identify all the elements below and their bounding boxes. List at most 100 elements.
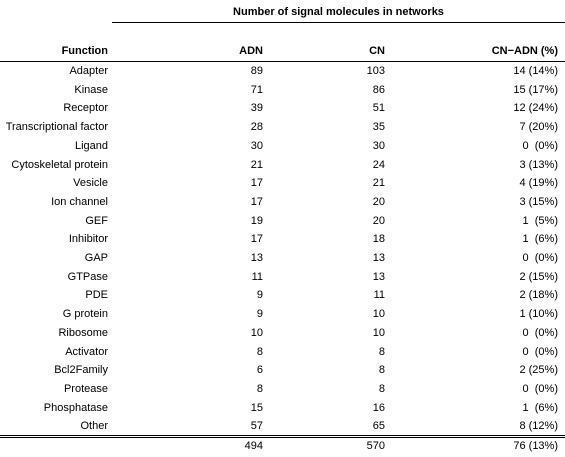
cell-diff: 1 (5%) <box>522 214 558 227</box>
cell-diff: 0 (0%) <box>522 345 558 358</box>
cell-diff: 0 (0%) <box>522 252 558 264</box>
cell-adn: 21 <box>250 158 263 171</box>
cell-cn: 30 <box>372 139 385 152</box>
cell-cn: 103 <box>366 65 385 77</box>
cell-function: Other <box>80 420 108 433</box>
cell-function: Ribosome <box>58 326 108 339</box>
table-row: Cytoskeletal protein 21 24 3 (13%) <box>0 156 565 174</box>
cell-cn: 8 <box>378 382 385 395</box>
table-row: G protein 9 10 1 (10%) <box>0 305 565 323</box>
cell-cn: 10 <box>372 308 385 321</box>
cell-cn: 8 <box>378 364 385 377</box>
cell-function: Bcl2Family <box>54 364 108 377</box>
cell-function: Activator <box>65 345 108 358</box>
table-row: Ligand 30 30 0 (0%) <box>0 137 565 155</box>
cell-cn: 20 <box>372 195 385 208</box>
cell-function: G protein <box>62 308 108 321</box>
cell-cn: 18 <box>372 233 385 246</box>
cell-adn: 17 <box>250 177 263 190</box>
table-row: Inhibitor 17 18 1 (6%) <box>0 230 565 248</box>
table-row: GTPase 11 13 2 (15%) <box>0 268 565 286</box>
cell-diff: 12 (24%) <box>513 102 558 115</box>
header-diff: CN−ADN (%) <box>491 45 558 57</box>
cell-cn: 21 <box>372 177 385 190</box>
cell-cn: 86 <box>372 83 385 96</box>
cell-adn: 15 <box>250 401 263 414</box>
cell-adn: 13 <box>250 252 263 264</box>
cell-diff: 14 (14%) <box>513 65 558 77</box>
cell-diff: 4 (19%) <box>519 177 558 190</box>
cell-diff: 1 (6%) <box>522 401 558 414</box>
cell-diff: 2 (15%) <box>519 270 558 283</box>
table-row: Adapter 89 103 14 (14%) <box>0 62 565 80</box>
cell-adn: 8 <box>256 382 263 395</box>
cell-diff: 0 (0%) <box>522 139 558 152</box>
cell-diff: 7 (20%) <box>519 121 558 134</box>
total-row: 494 570 76 (13%) <box>0 437 565 455</box>
cell-diff: 1 (10%) <box>519 308 558 321</box>
cell-diff: 8 (12%) <box>519 420 558 433</box>
table-row: PDE 9 11 2 (18%) <box>0 286 565 304</box>
cell-adn: 17 <box>250 195 263 208</box>
cell-adn: 19 <box>250 214 263 227</box>
cell-cn: 8 <box>378 345 385 358</box>
table-row: GAP 13 13 0 (0%) <box>0 249 565 267</box>
cell-cn: 11 <box>373 289 385 302</box>
cell-cn: 20 <box>372 214 385 227</box>
cell-adn: 6 <box>256 364 263 377</box>
header-function: Function <box>61 45 108 57</box>
cell-function: Vesicle <box>73 177 108 190</box>
cell-function: Adapter <box>69 65 108 77</box>
cell-function: Kinase <box>74 83 108 96</box>
cell-cn: 13 <box>372 252 385 264</box>
table-row: GEF 19 20 1 (5%) <box>0 212 565 230</box>
total-adn: 494 <box>244 440 263 452</box>
cell-adn: 28 <box>250 121 263 134</box>
cell-function: Cytoskeletal protein <box>11 158 108 171</box>
cell-diff: 0 (0%) <box>522 382 558 395</box>
cell-cn: 13 <box>372 270 385 283</box>
table-row: Bcl2Family 6 8 2 (25%) <box>0 361 565 379</box>
table-row: Kinase 71 86 15 (17%) <box>0 81 565 99</box>
cell-adn: 30 <box>250 139 263 152</box>
total-diff: 76 (13%) <box>513 440 558 452</box>
title-underline <box>112 22 565 23</box>
cell-adn: 17 <box>250 233 263 246</box>
cell-function: Phosphatase <box>43 401 108 414</box>
cell-adn: 9 <box>256 308 263 321</box>
cell-cn: 35 <box>372 121 385 134</box>
table-row: Transcriptional factor 28 35 7 (20%) <box>0 118 565 136</box>
cell-adn: 39 <box>250 102 263 115</box>
cell-cn: 24 <box>372 158 385 171</box>
cell-function: PDE <box>85 289 108 302</box>
cell-function: Ligand <box>74 139 108 152</box>
cell-diff: 1 (6%) <box>522 233 558 246</box>
header-cn: CN <box>369 45 385 57</box>
cell-adn: 9 <box>256 289 263 302</box>
cell-function: Ion channel <box>51 195 108 208</box>
table-row: Phosphatase 15 16 1 (6%) <box>0 399 565 417</box>
header-rule <box>0 61 565 62</box>
table-row: Ion channel 17 20 3 (15%) <box>0 193 565 211</box>
table-row: Protease 8 8 0 (0%) <box>0 380 565 398</box>
total-rule-upper <box>0 435 565 436</box>
header-adn: ADN <box>239 45 263 57</box>
table-title: Number of signal molecules in networks <box>233 6 444 18</box>
table-row: Activator 8 8 0 (0%) <box>0 343 565 361</box>
table-row: Receptor 39 51 12 (24%) <box>0 99 565 117</box>
cell-function: GAP <box>84 252 108 264</box>
cell-function: Transcriptional factor <box>5 121 108 134</box>
cell-function: Protease <box>63 382 108 395</box>
cell-cn: 10 <box>372 326 385 339</box>
cell-adn: 57 <box>250 420 263 433</box>
header-row: Function ADN CN CN−ADN (%) <box>0 42 565 60</box>
cell-function: GTPase <box>67 270 108 283</box>
cell-adn: 11 <box>251 270 263 283</box>
table-row: Vesicle 17 21 4 (19%) <box>0 174 565 192</box>
table-row: Ribosome 10 10 0 (0%) <box>0 324 565 342</box>
cell-cn: 16 <box>372 401 385 414</box>
table-row: Other 57 65 8 (12%) <box>0 417 565 435</box>
cell-adn: 8 <box>256 345 263 358</box>
cell-cn: 65 <box>372 420 385 433</box>
cell-diff: 2 (25%) <box>519 364 558 377</box>
